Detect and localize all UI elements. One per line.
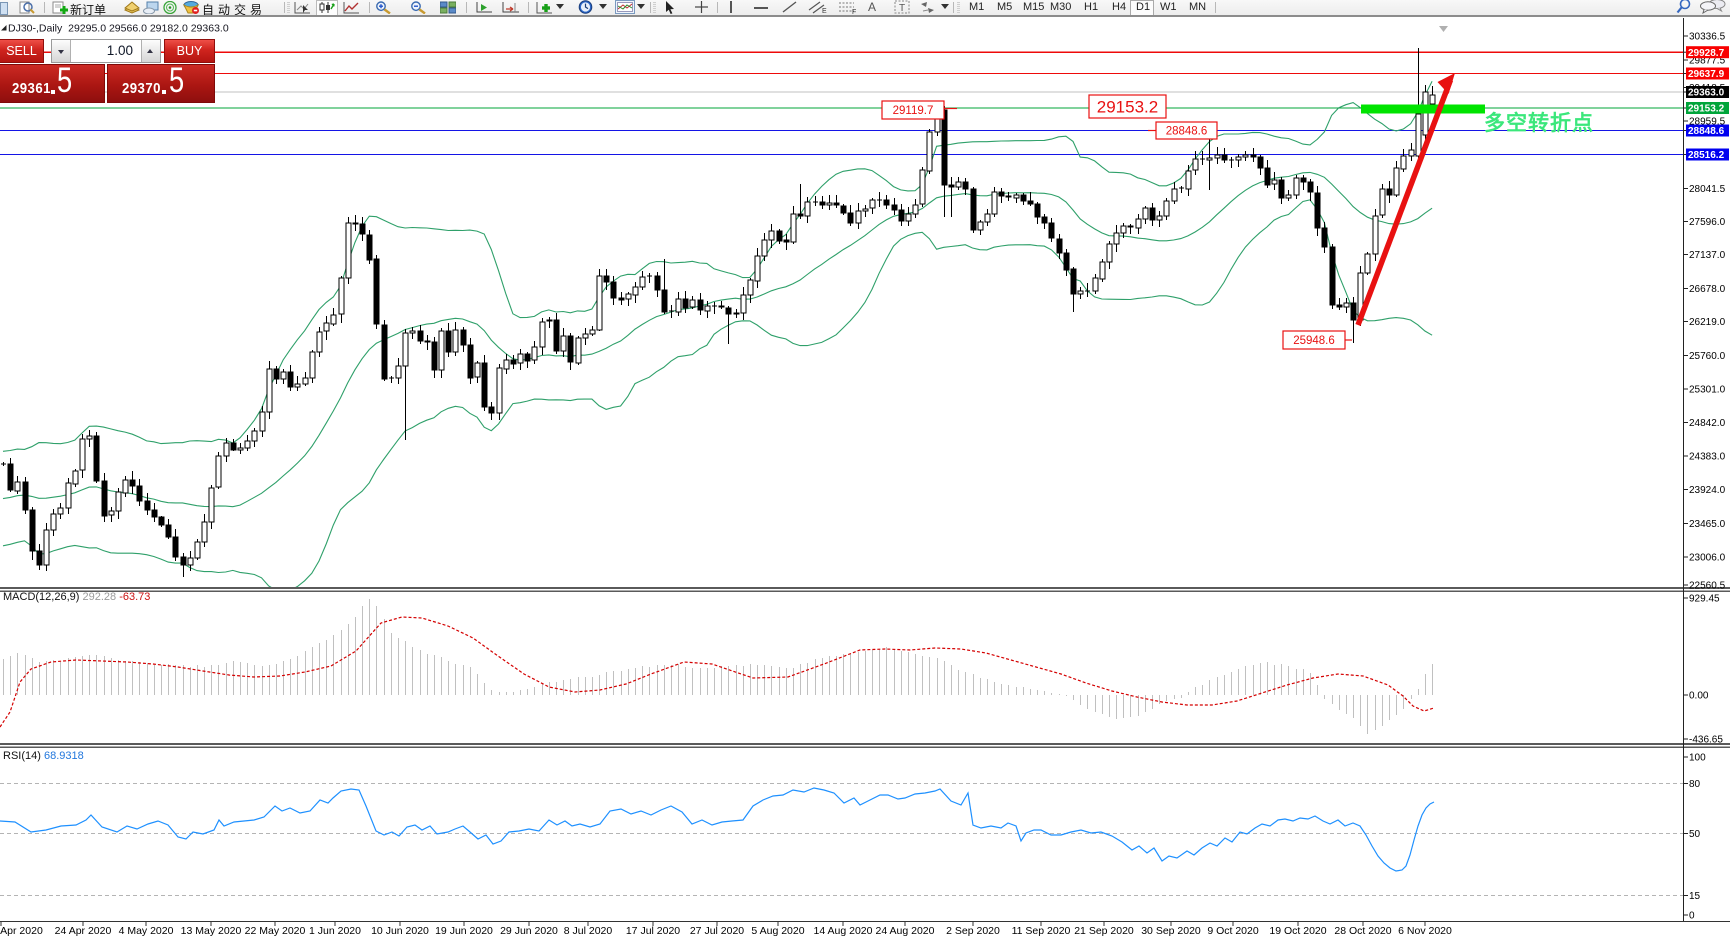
svg-text:-436.65: -436.65 — [1689, 735, 1723, 746]
svg-text:19 Jun 2020: 19 Jun 2020 — [435, 925, 493, 937]
svg-text:28848.6: 28848.6 — [1688, 126, 1725, 137]
svg-text:29153.2: 29153.2 — [1097, 98, 1158, 117]
svg-text:24383.0: 24383.0 — [1689, 452, 1726, 463]
svg-text:29119.7: 29119.7 — [893, 105, 934, 117]
svg-text:28 Oct 2020: 28 Oct 2020 — [1334, 925, 1391, 937]
svg-text:14 Aug 2020: 14 Aug 2020 — [814, 925, 873, 937]
svg-text:25948.6: 25948.6 — [1293, 335, 1335, 347]
svg-text:E: E — [822, 8, 827, 14]
svg-text:RSI(14) 68.9318: RSI(14) 68.9318 — [3, 750, 84, 762]
svg-text:28041.5: 28041.5 — [1689, 184, 1726, 195]
svg-text:19 Oct 2020: 19 Oct 2020 — [1269, 925, 1326, 937]
svg-text:25760.0: 25760.0 — [1689, 351, 1726, 362]
svg-text:22 May 2020: 22 May 2020 — [245, 925, 306, 937]
svg-text:24 Aug 2020: 24 Aug 2020 — [876, 925, 935, 937]
svg-text:30336.5: 30336.5 — [1689, 32, 1726, 43]
svg-text:80: 80 — [1689, 779, 1701, 790]
svg-text:27596.0: 27596.0 — [1689, 217, 1726, 228]
svg-text:100: 100 — [1689, 753, 1706, 764]
svg-text:26678.0: 26678.0 — [1689, 284, 1726, 295]
svg-text:25301.0: 25301.0 — [1689, 385, 1726, 396]
svg-text:MACD(12,26,9) 292.28 -63.73: MACD(12,26,9) 292.28 -63.73 — [3, 591, 150, 603]
svg-text:29 Jun 2020: 29 Jun 2020 — [500, 925, 558, 937]
svg-text:30 Sep 2020: 30 Sep 2020 — [1141, 925, 1201, 937]
svg-text:8 Jul 2020: 8 Jul 2020 — [564, 925, 613, 937]
svg-text:5 Aug 2020: 5 Aug 2020 — [751, 925, 804, 937]
svg-text:15: 15 — [1689, 891, 1701, 902]
svg-text:23006.0: 23006.0 — [1689, 553, 1726, 564]
svg-text:24 Apr 2020: 24 Apr 2020 — [55, 925, 112, 937]
svg-text:F: F — [852, 9, 856, 14]
svg-text:28959.5: 28959.5 — [1689, 117, 1726, 128]
svg-text:6 Nov 2020: 6 Nov 2020 — [1398, 925, 1452, 937]
svg-text:50: 50 — [1689, 829, 1701, 840]
svg-text:13 May 2020: 13 May 2020 — [181, 925, 242, 937]
svg-text:929.45: 929.45 — [1689, 594, 1720, 605]
svg-text:27 Jul 2020: 27 Jul 2020 — [690, 925, 744, 937]
svg-text:10 Jun 2020: 10 Jun 2020 — [371, 925, 429, 937]
svg-text:11 Sep 2020: 11 Sep 2020 — [1012, 925, 1071, 937]
svg-text:0.00: 0.00 — [1689, 691, 1709, 702]
svg-text:5 Apr 2020: 5 Apr 2020 — [0, 925, 43, 937]
svg-text:28848.6: 28848.6 — [1166, 126, 1208, 138]
svg-text:17 Jul 2020: 17 Jul 2020 — [626, 925, 680, 937]
svg-text:27137.0: 27137.0 — [1689, 250, 1726, 261]
svg-text:26219.0: 26219.0 — [1689, 317, 1726, 328]
svg-text:29153.2: 29153.2 — [1688, 104, 1725, 115]
svg-text:9 Oct 2020: 9 Oct 2020 — [1207, 925, 1259, 937]
svg-text:DJ30-,Daily 29295.0 29566.0 2: DJ30-,Daily 29295.0 29566.0 29182.0 2936… — [8, 23, 229, 35]
svg-text:23465.0: 23465.0 — [1689, 519, 1726, 530]
svg-text:23924.0: 23924.0 — [1689, 485, 1726, 496]
svg-text:21 Sep 2020: 21 Sep 2020 — [1074, 925, 1134, 937]
svg-text:1 Jun 2020: 1 Jun 2020 — [309, 925, 361, 937]
svg-text:28516.2: 28516.2 — [1688, 150, 1725, 161]
svg-text:29928.7: 29928.7 — [1688, 48, 1725, 59]
svg-text:T: T — [899, 3, 905, 14]
svg-text:22560.5: 22560.5 — [1689, 581, 1726, 592]
svg-text:0: 0 — [1689, 911, 1695, 922]
svg-text:29363.0: 29363.0 — [1688, 88, 1725, 99]
svg-text:4 May 2020: 4 May 2020 — [119, 925, 174, 937]
svg-text:2 Sep 2020: 2 Sep 2020 — [946, 925, 1000, 937]
svg-text:多空转折点: 多空转折点 — [1484, 111, 1594, 135]
svg-text:24842.0: 24842.0 — [1689, 418, 1726, 429]
svg-text:29637.9: 29637.9 — [1688, 69, 1725, 80]
svg-text:29877.5: 29877.5 — [1689, 56, 1726, 67]
